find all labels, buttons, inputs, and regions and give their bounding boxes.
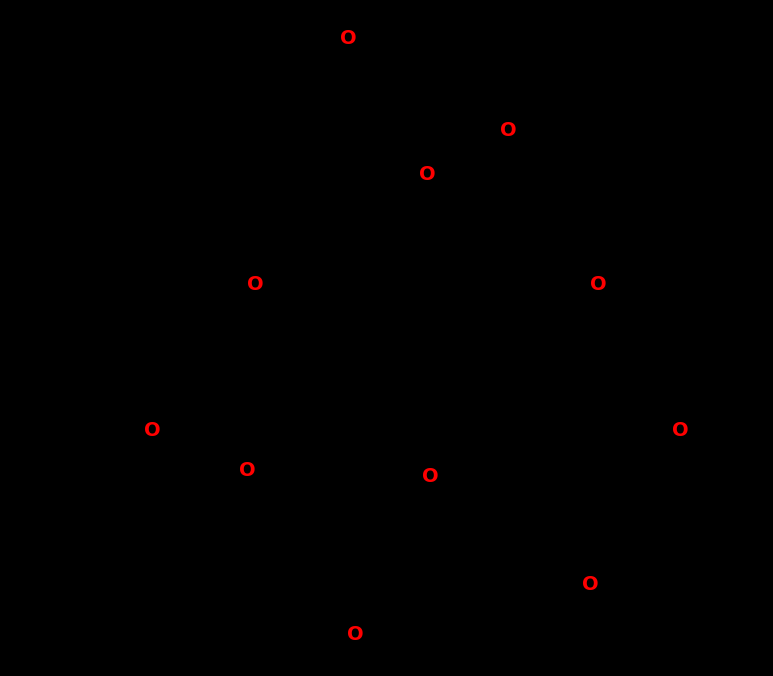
Text: O: O — [339, 28, 356, 47]
Text: O: O — [582, 575, 598, 594]
Text: O: O — [247, 276, 264, 295]
Text: O: O — [422, 468, 438, 487]
Text: O: O — [590, 276, 606, 295]
Text: O: O — [239, 460, 255, 479]
Text: O: O — [499, 120, 516, 139]
Text: O: O — [419, 166, 435, 185]
Text: O: O — [672, 420, 688, 439]
Text: O: O — [144, 420, 160, 439]
Text: O: O — [346, 625, 363, 644]
